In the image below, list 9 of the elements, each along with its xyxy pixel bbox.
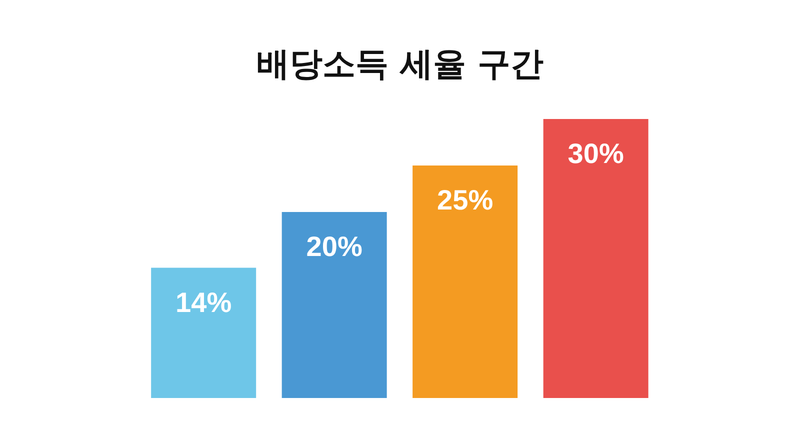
data-label: 20% <box>306 231 362 262</box>
chart-title: 배당소득 세율 구간 <box>256 43 544 85</box>
bar <box>412 166 518 398</box>
bar <box>282 212 387 398</box>
data-label: 25% <box>437 184 494 216</box>
data-label: 14% <box>176 286 232 318</box>
data-label: 30% <box>568 138 624 169</box>
bar <box>543 119 648 398</box>
bar <box>151 268 256 398</box>
